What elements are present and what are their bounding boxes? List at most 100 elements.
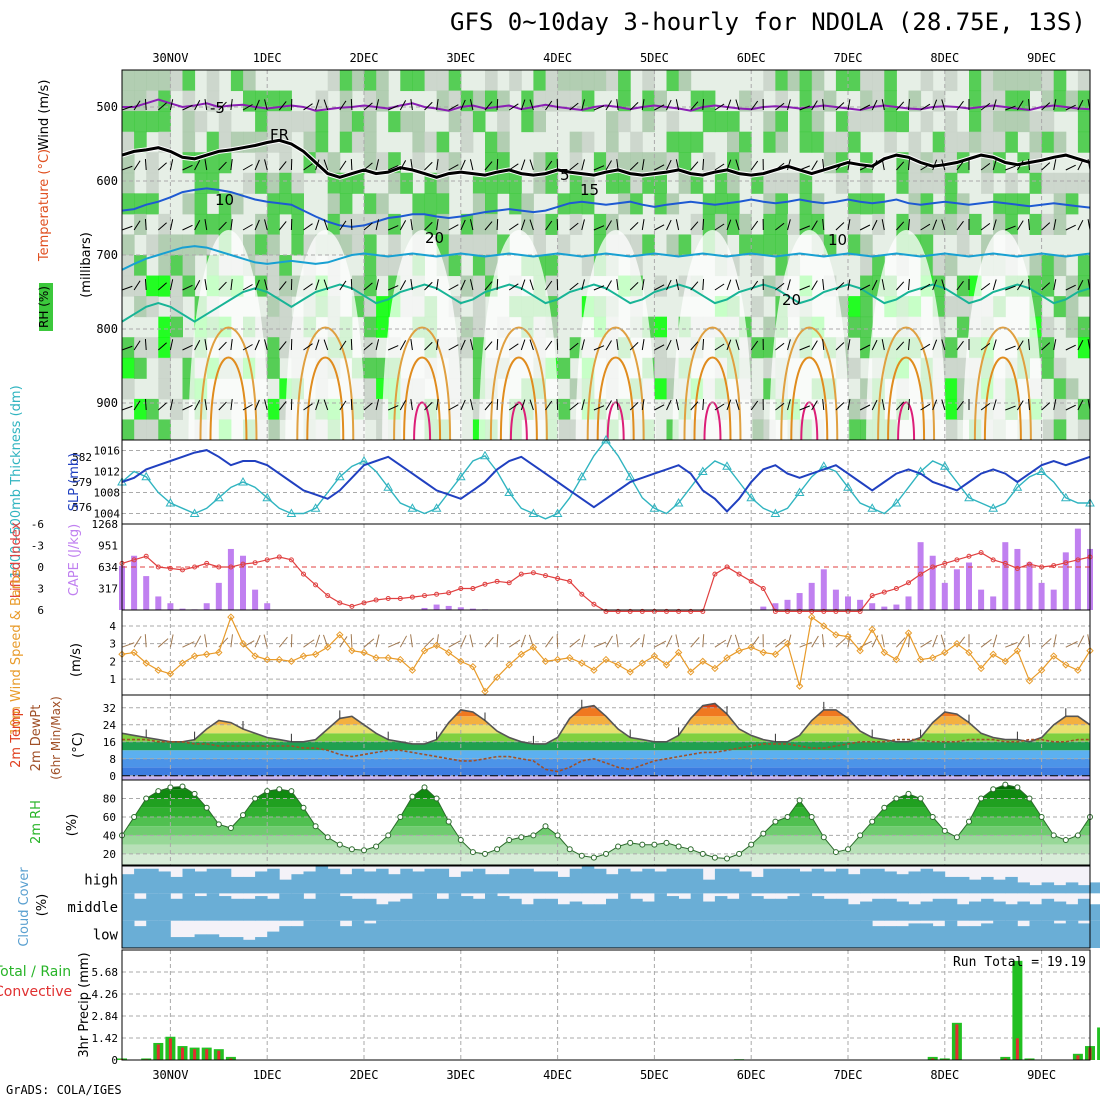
run-total-annotation: Run Total = 19.19 <box>953 955 1086 970</box>
rh-marker <box>1002 781 1009 788</box>
wind-barb <box>835 222 845 231</box>
wind-speed-marker <box>311 650 320 658</box>
rh-cell <box>158 234 171 256</box>
cloud-bar-high <box>569 868 583 894</box>
lifted-index-marker <box>288 557 294 563</box>
rh-cell <box>678 70 692 92</box>
cloud-bar-low <box>170 937 183 948</box>
cloud-bar-high <box>485 874 498 894</box>
wind-barb <box>822 219 825 231</box>
rh-cell <box>908 213 922 235</box>
wind-speed-marker <box>360 648 368 657</box>
cloud-bar-high <box>243 876 256 894</box>
rh-cell <box>1017 70 1030 92</box>
rh-cell <box>279 337 292 359</box>
rh-cell <box>472 316 486 338</box>
cloud-bar-high <box>400 868 413 894</box>
rh-cell <box>920 213 934 235</box>
cloud-bar-middle <box>303 898 316 921</box>
rh-cell <box>182 111 196 133</box>
rh-cell <box>267 213 280 235</box>
wind-barb <box>908 98 910 111</box>
cloud-bar-high <box>654 871 667 894</box>
rh-cell <box>739 152 752 174</box>
rh-cell <box>134 111 147 133</box>
wind-barb <box>932 279 938 291</box>
dewpt-line <box>122 738 1090 773</box>
wind-barb <box>1053 219 1057 231</box>
rh-cell <box>751 255 764 277</box>
wind-barb <box>264 339 268 351</box>
cloud-bar-low <box>860 920 873 948</box>
rh-marker <box>1038 813 1045 820</box>
lifted-index-marker <box>639 608 645 614</box>
cape-bar <box>215 582 222 610</box>
wind-barb <box>666 279 672 291</box>
wind-speed-marker <box>1062 661 1070 669</box>
wind-barb <box>908 158 910 171</box>
rh-cell <box>436 152 450 174</box>
wind-barb <box>675 99 680 111</box>
wind-barb <box>1065 224 1076 231</box>
date-label-bottom: 8DEC <box>930 1068 959 1082</box>
rh-cell <box>593 152 607 174</box>
date-label-top: 4DEC <box>543 51 572 65</box>
rh-cell <box>981 70 994 92</box>
cloud-bar-middle <box>255 896 268 921</box>
wind-barb <box>169 159 174 171</box>
rh-cell <box>533 111 546 133</box>
rh-cell <box>1077 316 1091 338</box>
cloud-bar-low <box>448 920 462 948</box>
rh-cell <box>351 234 365 256</box>
cloud-bar-low <box>122 920 135 948</box>
wind-speed-marker <box>432 641 441 650</box>
rh-cell <box>1053 172 1067 194</box>
y-tick-label-right: 1004 <box>94 508 121 521</box>
cloud-bar-high <box>835 868 849 894</box>
rh-cell <box>376 213 389 235</box>
wind-barb <box>545 636 554 648</box>
wind-speed-marker <box>142 659 150 667</box>
cloud-bar-low <box>702 920 716 948</box>
wind-barb <box>169 219 174 231</box>
rh-cell <box>1041 131 1055 153</box>
rh-cell <box>267 275 280 297</box>
rh-cell <box>218 111 232 133</box>
cloud-bar-high <box>714 868 728 894</box>
rh-cell <box>569 193 583 215</box>
rh-cell <box>581 255 595 277</box>
lifted-index-label: Lifted Index <box>9 521 24 598</box>
cape-bar <box>820 569 827 610</box>
wind-barb <box>363 402 373 411</box>
wind-barb <box>956 280 964 291</box>
wind-barb <box>448 284 459 291</box>
wind-barb <box>144 338 147 351</box>
wind-barb <box>932 159 938 171</box>
wind-barb <box>811 160 818 171</box>
wind-barb <box>363 282 373 291</box>
wind-barb <box>654 404 665 411</box>
rh-cell <box>122 111 135 133</box>
cape-bar <box>457 607 464 610</box>
rh-cell <box>860 337 873 359</box>
rh-cell <box>848 296 861 318</box>
rh-marker <box>905 790 912 797</box>
wind-barb <box>811 400 818 411</box>
wind-speed-marker <box>965 648 973 657</box>
wind-barb <box>1028 158 1030 171</box>
rh-marker <box>143 795 150 802</box>
cloud-bar-high <box>230 876 244 894</box>
wind-speed-marker <box>541 657 550 666</box>
cloud-bar-low <box>569 920 583 948</box>
wind-barb <box>847 399 851 411</box>
rh-cell <box>848 131 861 153</box>
date-label-bottom: 3DEC <box>446 1068 475 1082</box>
wind-barb <box>303 223 313 231</box>
rh-cell <box>364 398 377 420</box>
wind-speed-marker <box>553 655 562 664</box>
rh-cell <box>533 90 546 112</box>
rh-cell <box>279 172 292 194</box>
y-tick-label: 4.26 <box>92 988 119 1001</box>
wind-barb <box>896 101 905 111</box>
wind-barb <box>375 219 380 231</box>
